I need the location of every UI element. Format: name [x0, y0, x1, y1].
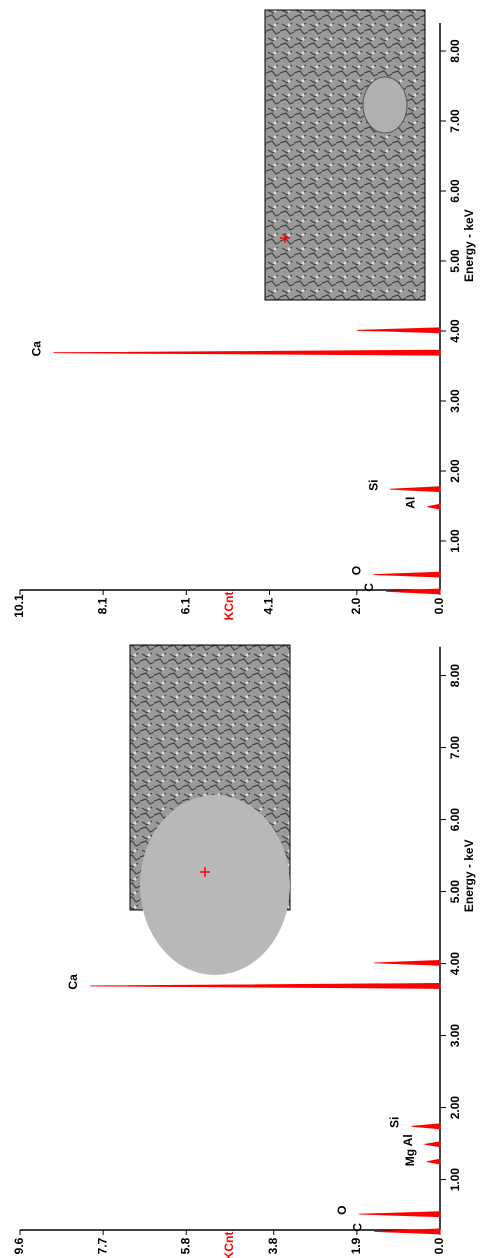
- x-tick-label: 6.00: [448, 179, 462, 203]
- y-tick-label: 7.7: [95, 1237, 109, 1254]
- x-tick-label: 4.00: [448, 319, 462, 343]
- y-tick-label: 4.1: [262, 597, 276, 614]
- peak-label: C: [362, 583, 376, 592]
- x-axis-label: Energy - keV: [462, 839, 476, 912]
- peak-label: Si: [366, 480, 380, 491]
- peak: [359, 1211, 441, 1218]
- peak-label: Si: [388, 1117, 402, 1128]
- x-tick-label: 7.00: [448, 736, 462, 760]
- y-tick-label: 8.1: [95, 597, 109, 614]
- y-tick-label: 6.1: [179, 597, 193, 614]
- peak-label: O: [335, 1205, 349, 1214]
- peak: [89, 983, 441, 989]
- peak: [390, 486, 441, 493]
- x-tick-label: 7.00: [448, 109, 462, 133]
- y-tick-label: 0.0: [432, 1237, 446, 1254]
- peak-label: O: [350, 566, 364, 575]
- x-tick-label: 1.00: [448, 1168, 462, 1192]
- peak-label: Mg: [403, 1149, 417, 1166]
- peak: [385, 588, 441, 595]
- peak: [374, 1228, 441, 1235]
- peak-label: Ca: [66, 974, 80, 990]
- peak-label: Al: [401, 1134, 415, 1146]
- peak-label: Al: [404, 497, 418, 509]
- peak-label: C: [351, 1223, 365, 1232]
- y-tick-label: 9.6: [12, 1237, 26, 1254]
- peak-label: Ca: [29, 341, 43, 357]
- y-tick-label: 2.0: [349, 597, 363, 614]
- sem-inset: [129, 644, 291, 975]
- peak: [373, 571, 441, 578]
- x-tick-label: 5.00: [448, 249, 462, 273]
- y-tick-label: 3.8: [266, 1237, 280, 1254]
- x-tick-label: 8.00: [448, 39, 462, 63]
- x-tick-label: 6.00: [448, 808, 462, 832]
- x-tick-label: 1.00: [448, 529, 462, 553]
- x-tick-label: 4.00: [448, 952, 462, 976]
- peak: [424, 1141, 441, 1148]
- y-axis-label: KCnt: [222, 592, 236, 621]
- peak: [411, 1123, 441, 1130]
- y-tick-label: 1.9: [349, 1237, 363, 1254]
- y-tick-label: 5.8: [178, 1237, 192, 1254]
- x-tick-label: 3.00: [448, 389, 462, 413]
- x-tick-label: 2.00: [448, 459, 462, 483]
- peak: [427, 503, 441, 510]
- peak: [356, 327, 441, 334]
- x-tick-label: 5.00: [448, 880, 462, 904]
- x-tick-label: 3.00: [448, 1024, 462, 1048]
- x-axis-label: Energy - keV: [462, 209, 476, 282]
- sem-inset: [264, 9, 426, 301]
- y-tick-label: 0.0: [432, 597, 446, 614]
- x-tick-label: 2.00: [448, 1096, 462, 1120]
- y-axis-label: KCnt: [222, 1232, 236, 1258]
- peak: [374, 959, 441, 966]
- peak: [426, 1158, 441, 1165]
- peak: [53, 349, 441, 356]
- x-tick-label: 8.00: [448, 664, 462, 688]
- y-tick-label: 10.1: [12, 594, 26, 618]
